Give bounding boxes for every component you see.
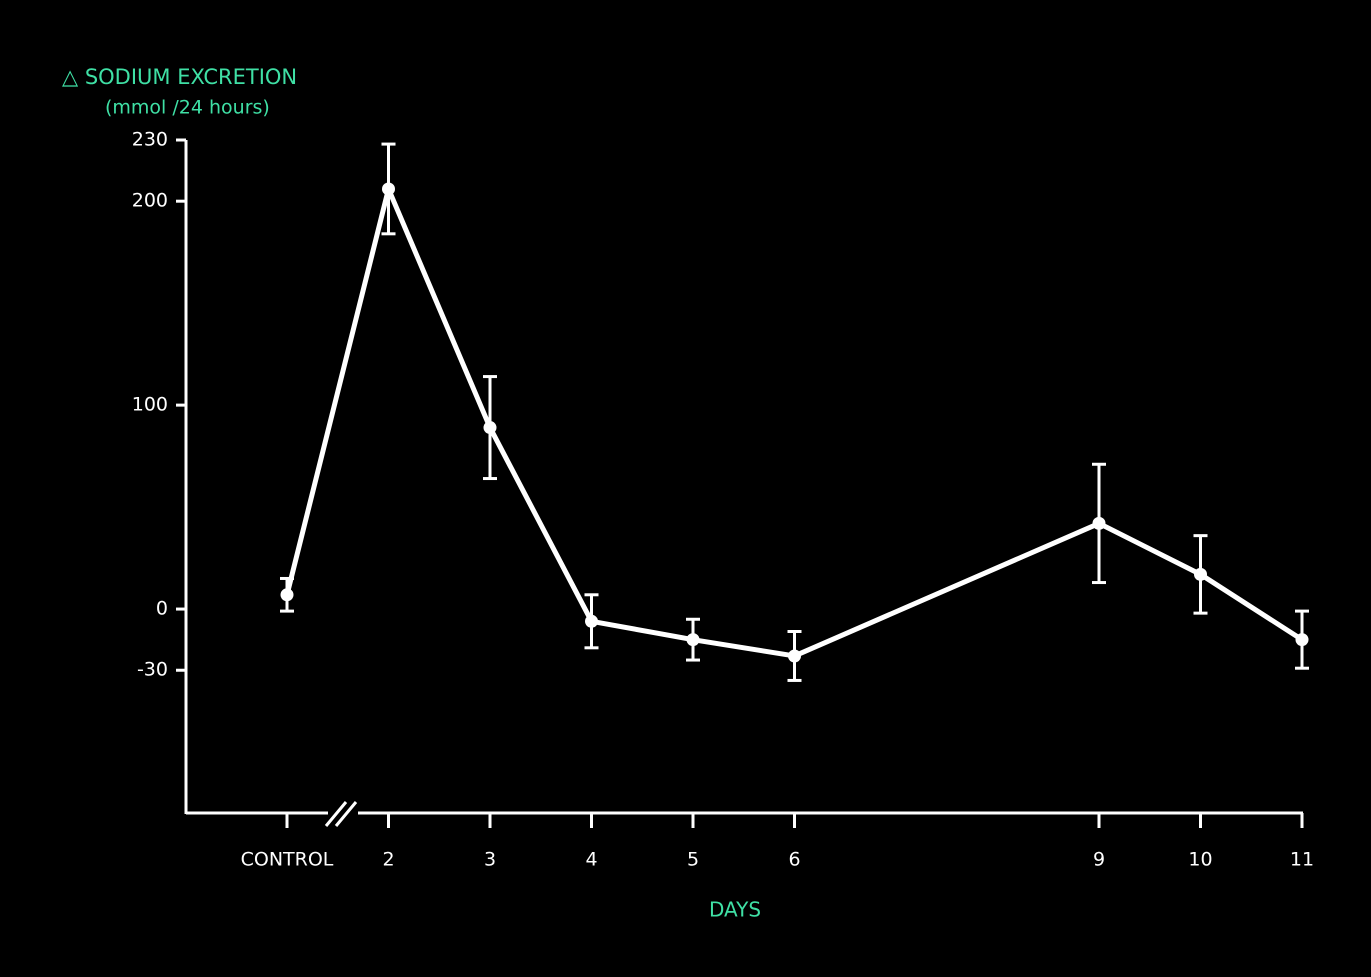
x-tick-label: 3 [484,849,496,871]
data-point [382,182,395,196]
data-point [1092,516,1106,530]
x-tick-label: 5 [687,849,699,871]
y-tick-label: 200 [132,190,168,212]
chart-title: △ SODIUM EXCRETION [62,65,297,89]
x-tick-label: 2 [382,849,394,871]
x-tick-label: 10 [1188,849,1212,871]
data-point [585,614,598,628]
data-point [1295,633,1309,647]
data-point [686,633,700,647]
y-tick-label: 100 [132,394,168,416]
data-point [280,588,294,602]
y-tick-label: 230 [132,129,168,151]
chart-subtitle: (mmol /24 hours) [105,97,270,119]
data-point [483,421,497,435]
data-point [1194,567,1207,581]
axis-break [324,801,348,827]
y-tick-label: -30 [137,659,168,681]
x-tick-label: 6 [788,849,800,871]
y-tick-label: 0 [156,598,168,620]
x-tick-label: 11 [1290,849,1314,871]
x-tick-label: CONTROL [241,849,334,871]
axis-break [334,801,358,827]
x-tick-label: 9 [1093,849,1105,871]
x-tick-label: 4 [585,849,597,871]
data-point [788,649,801,663]
x-axis-label: DAYS [709,898,761,922]
